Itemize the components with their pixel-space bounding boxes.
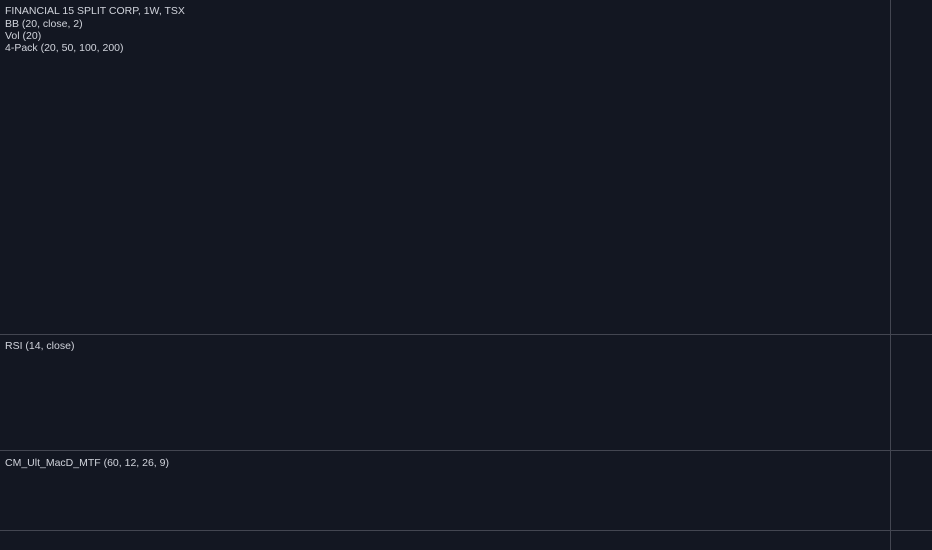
pane-title: CM_Ult_MacD_MTF (60, 12, 26, 9) <box>5 457 169 469</box>
text-layer: FINANCIAL 15 SPLIT CORP, 1W, TSX BB (20,… <box>5 5 185 469</box>
indicator-label: 4-Pack (20, 50, 100, 200) <box>5 42 124 54</box>
indicator-label: BB (20, close, 2) <box>5 18 83 30</box>
pane-title: RSI (14, close) <box>5 340 74 352</box>
indicator-label: Vol (20) <box>5 30 41 42</box>
chart-title: FINANCIAL 15 SPLIT CORP, 1W, TSX <box>5 5 185 17</box>
